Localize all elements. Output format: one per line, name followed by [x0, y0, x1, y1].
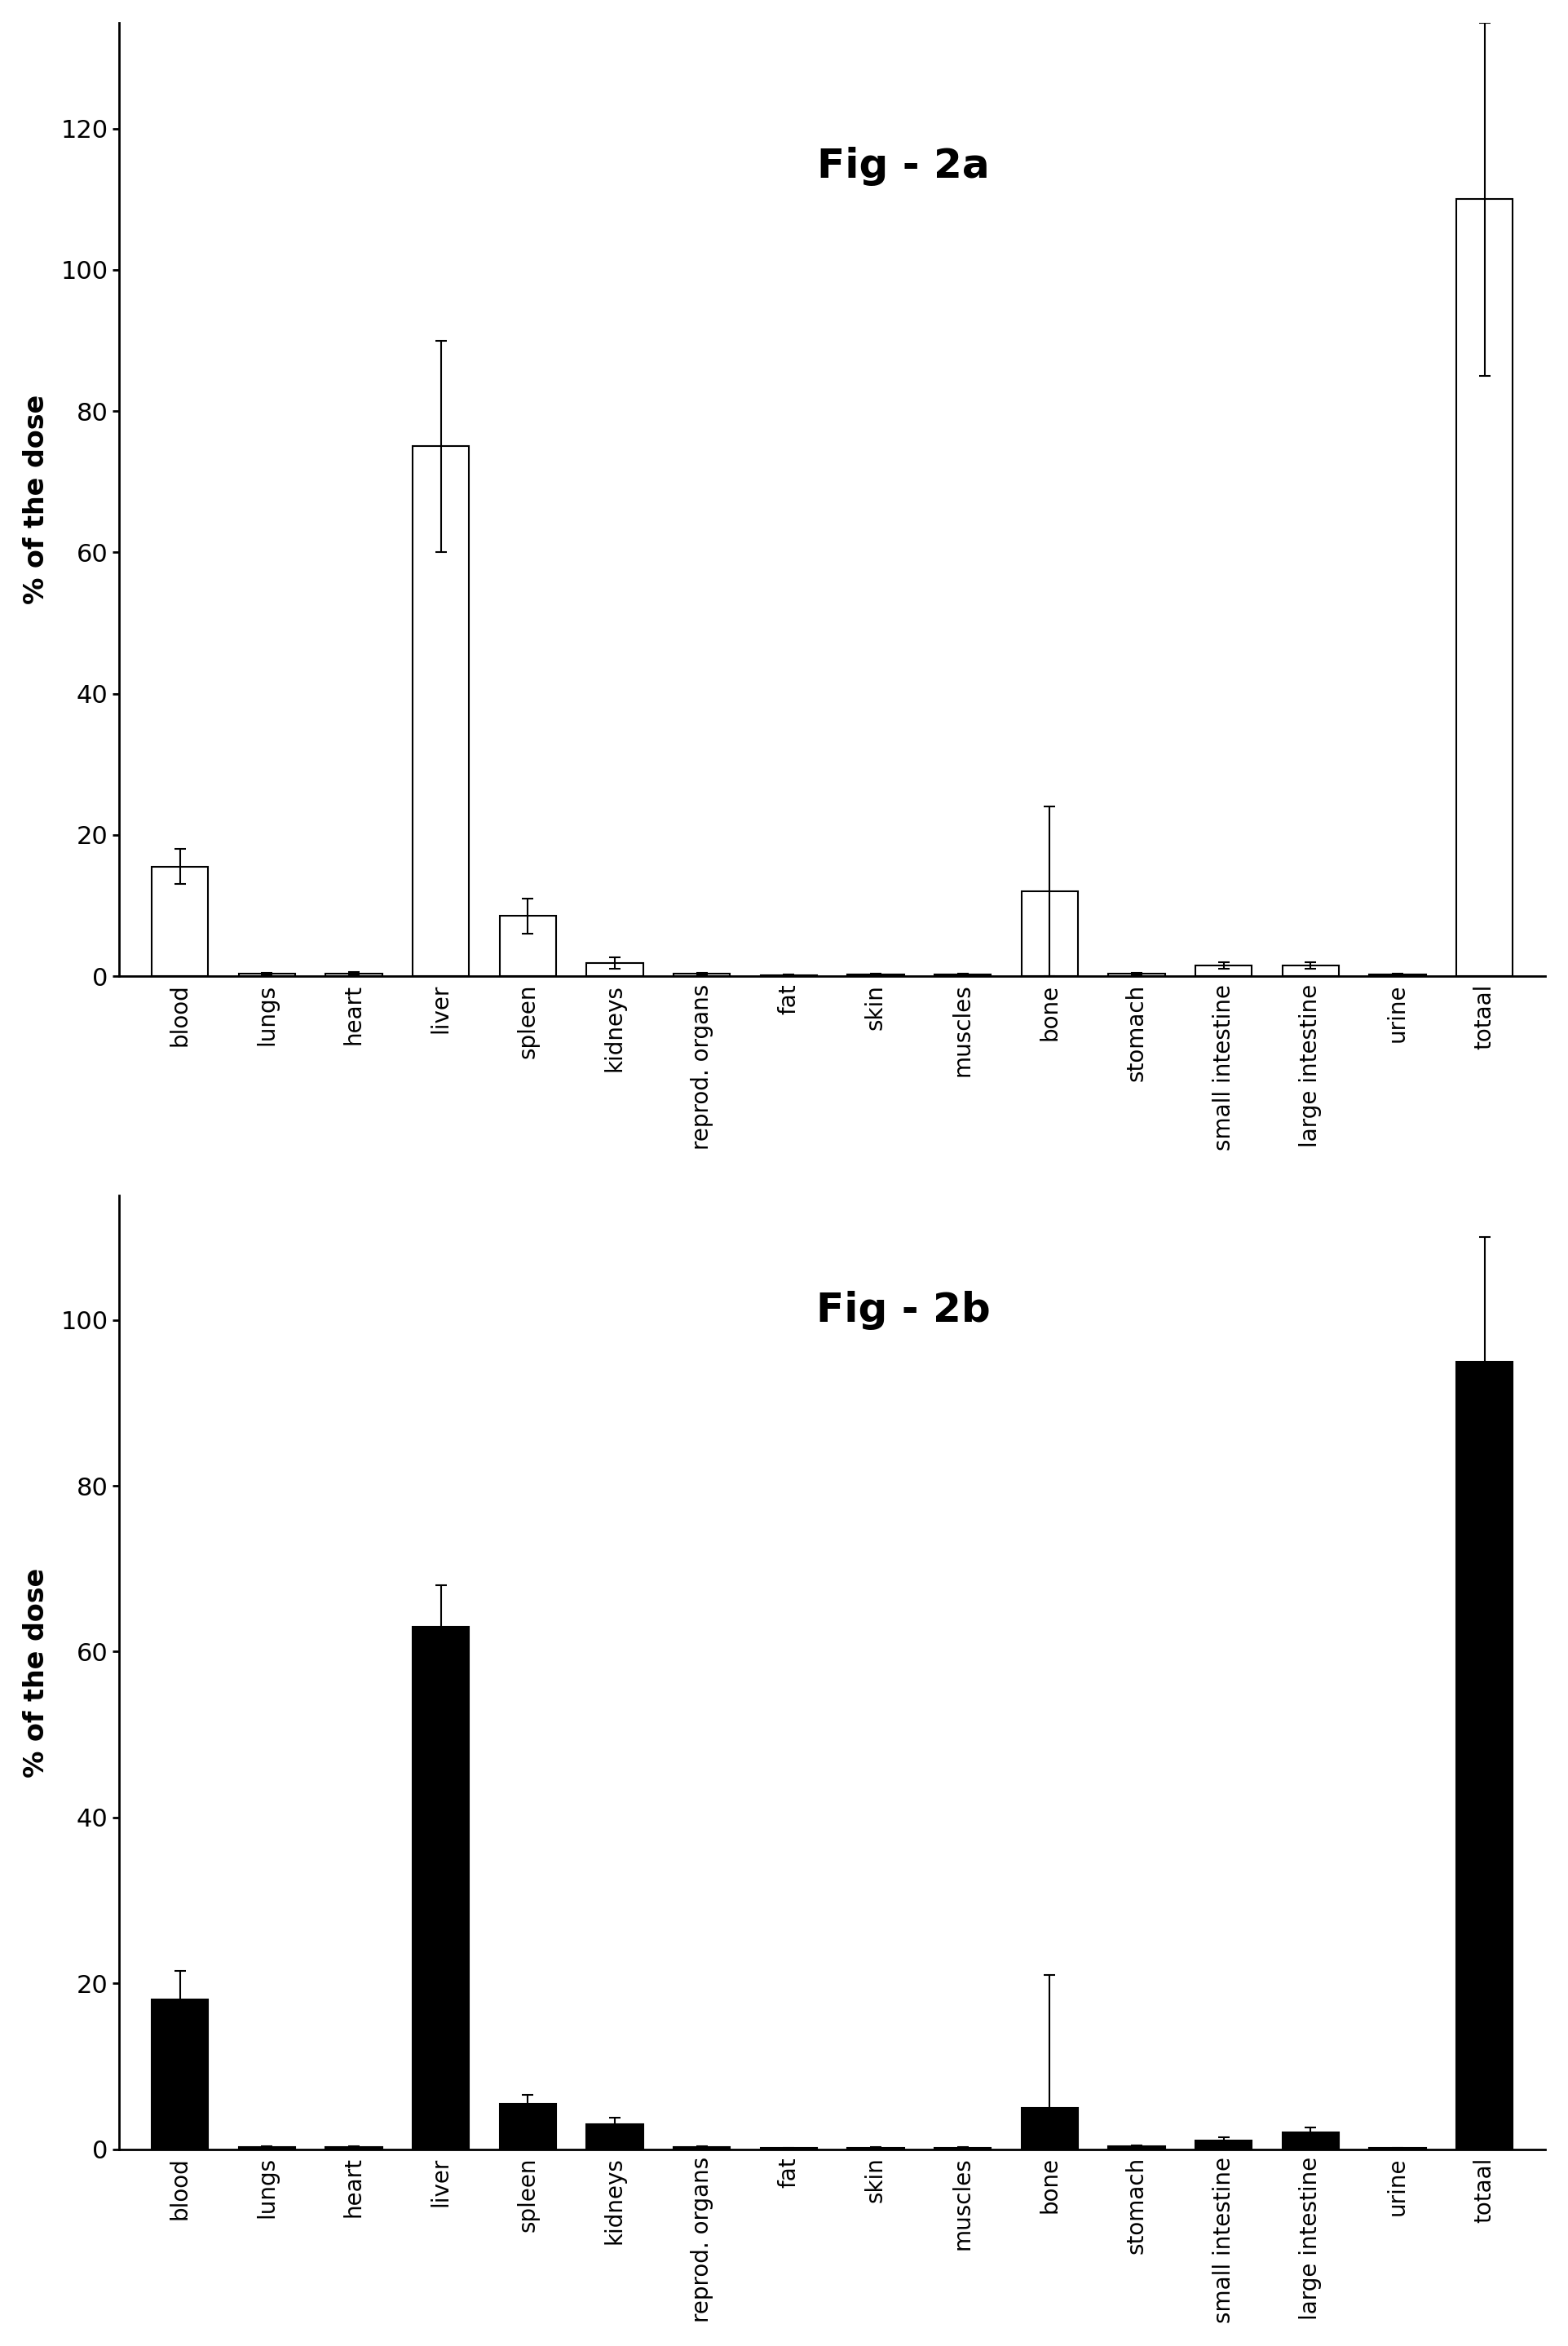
Bar: [1021, 2107, 1077, 2149]
Bar: [1457, 199, 1513, 976]
Bar: [152, 866, 209, 976]
Y-axis label: % of the dose: % of the dose: [22, 394, 50, 605]
Bar: [1021, 891, 1077, 976]
Y-axis label: % of the dose: % of the dose: [22, 1567, 50, 1778]
Text: Fig - 2b: Fig - 2b: [817, 1290, 991, 1330]
Bar: [152, 1999, 209, 2149]
Bar: [1283, 2133, 1339, 2149]
Bar: [1457, 1361, 1513, 2149]
Bar: [586, 964, 643, 976]
Bar: [326, 974, 383, 976]
Bar: [586, 2123, 643, 2149]
Bar: [1283, 967, 1339, 976]
Text: Fig - 2a: Fig - 2a: [817, 145, 989, 185]
Bar: [500, 2104, 557, 2149]
Bar: [412, 446, 469, 976]
Bar: [1109, 2147, 1165, 2149]
Bar: [500, 915, 557, 976]
Bar: [1195, 2142, 1251, 2149]
Bar: [412, 1626, 469, 2149]
Bar: [1195, 967, 1251, 976]
